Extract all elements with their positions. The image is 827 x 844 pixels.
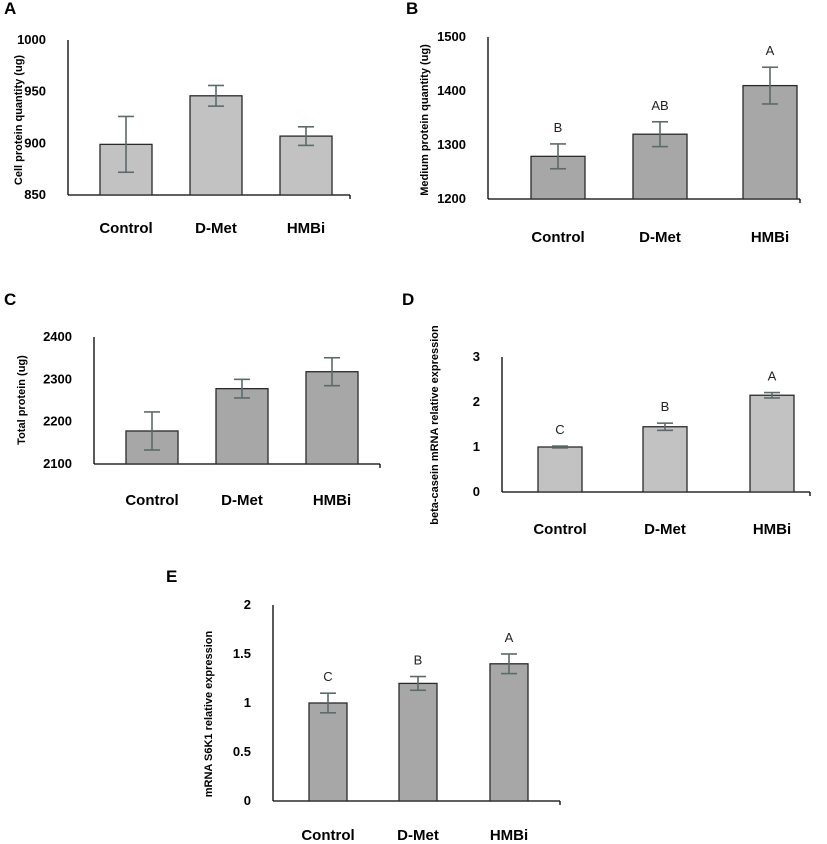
- category-label: D-Met: [195, 220, 237, 237]
- panel-label-a: A: [4, 0, 16, 18]
- category-label: D-Met: [397, 827, 439, 844]
- panel-label-b: B: [406, 0, 418, 18]
- bar-control: [537, 446, 583, 493]
- bar-d-met: [398, 682, 438, 802]
- y-tick-label: 2: [473, 394, 480, 409]
- y-tick-label: 1000: [17, 32, 46, 47]
- bar-d-met: [642, 426, 688, 493]
- significance-letter: C: [555, 422, 564, 437]
- chart-panel-c: C Total protein (ug) 2100 2200 2300 2400 Contr…: [4, 290, 381, 509]
- y-tick-label: 900: [24, 135, 46, 150]
- y-tick-label: 1400: [437, 83, 466, 98]
- y-tick-label: 2: [244, 597, 251, 612]
- bar-d-met: [215, 387, 269, 465]
- y-tick-label: 850: [24, 187, 46, 202]
- y-tick-label: 1200: [437, 191, 466, 206]
- y-tick-label: 3: [473, 349, 480, 364]
- y-tick-label: 1500: [437, 29, 466, 44]
- category-label: HMBi: [751, 229, 789, 246]
- panel-label-d: D: [402, 290, 414, 309]
- category-label: D-Met: [639, 229, 681, 246]
- y-axis-title: Cell protein quantity (ug): [13, 55, 25, 185]
- y-axis-title: Total protein (ug): [16, 355, 28, 445]
- panel-label-e: E: [166, 567, 177, 586]
- category-label: Control: [125, 492, 178, 509]
- y-tick-label: 0: [473, 484, 480, 499]
- bar-d-met: [189, 95, 243, 196]
- y-axis-title: mRNA S6K1 relative expression: [203, 630, 215, 797]
- chart-panel-b: B Medium protein quantity (ug) 1200 1300 140…: [406, 0, 801, 246]
- category-label: Control: [301, 827, 354, 844]
- category-label: HMBi: [287, 220, 325, 237]
- y-tick-label: 2300: [43, 371, 72, 386]
- significance-letter: B: [414, 653, 423, 668]
- y-tick-label: 1300: [437, 137, 466, 152]
- significance-letter: A: [768, 369, 777, 384]
- y-tick-label: 0.5: [233, 744, 251, 759]
- chart-panel-a: A Cell protein quantity (ug) 850 900 950 1000…: [4, 0, 351, 237]
- panel-label-c: C: [4, 290, 16, 309]
- y-tick-label: 2400: [43, 329, 72, 344]
- significance-letter: C: [323, 669, 332, 684]
- significance-letter: B: [554, 120, 563, 135]
- category-label: HMBi: [490, 827, 528, 844]
- y-tick-label: 0: [244, 793, 251, 808]
- y-tick-label: 1: [244, 695, 251, 710]
- category-label: Control: [533, 521, 586, 538]
- y-tick-label: 1: [473, 439, 480, 454]
- y-axis-title: beta-casein mRNA relative expression: [429, 325, 441, 525]
- bar-hmbi: [749, 394, 795, 493]
- category-label: D-Met: [644, 521, 686, 538]
- bar-hmbi: [489, 663, 529, 802]
- y-axis-title: Medium protein quantity (ug): [419, 44, 431, 196]
- significance-letter: B: [661, 399, 670, 414]
- y-tick-label: 950: [24, 84, 46, 99]
- category-label: Control: [531, 229, 584, 246]
- category-label: D-Met: [221, 492, 263, 509]
- significance-letter: AB: [651, 98, 668, 113]
- significance-letter: A: [766, 43, 775, 58]
- category-label: Control: [99, 220, 152, 237]
- category-label: HMBi: [313, 492, 351, 509]
- y-tick-label: 1.5: [233, 646, 251, 661]
- y-tick-label: 2200: [43, 414, 72, 429]
- bar-hmbi: [305, 371, 359, 465]
- significance-letter: A: [505, 630, 514, 645]
- category-label: HMBi: [753, 521, 791, 538]
- y-tick-label: 2100: [43, 456, 72, 471]
- bar-control: [308, 702, 348, 802]
